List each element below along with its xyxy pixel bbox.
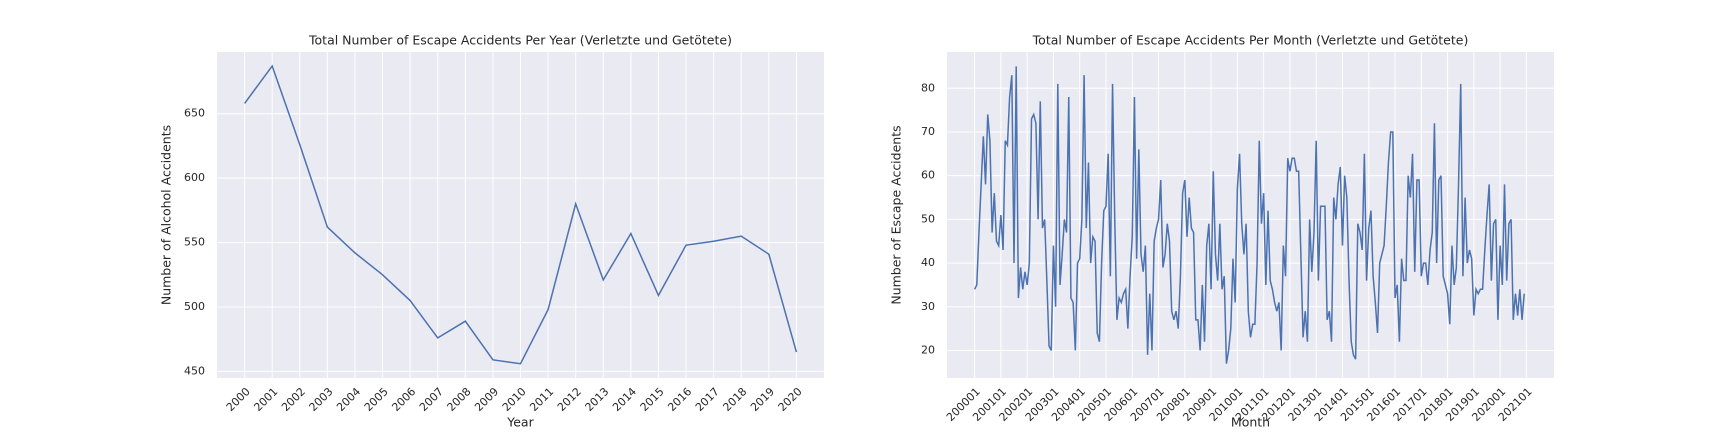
x-tick-label: 2005	[362, 385, 391, 414]
x-tick-label: 2008	[445, 385, 474, 414]
x-tick-label: 2004	[334, 385, 363, 414]
y-tick-label: 60	[921, 169, 935, 182]
x-tick-label: 2013	[583, 385, 612, 414]
y-tick-label: 70	[921, 125, 935, 138]
x-tick-label: 2014	[610, 385, 639, 414]
x-tick-label: 2009	[472, 385, 501, 414]
x-tick-label: 2012	[555, 385, 584, 414]
x-tick-label: 2016	[665, 385, 694, 414]
x-tick-label: 2017	[693, 385, 722, 414]
y-tick-label: 500	[184, 300, 205, 313]
chart-title: Total Number of Escape Accidents Per Mon…	[1032, 33, 1469, 48]
y-axis-label: Number of Escape Accidents	[889, 125, 904, 304]
x-tick-label: 2010	[500, 385, 529, 414]
data-line	[973, 66, 1525, 364]
x-tick-label: 2006	[389, 385, 418, 414]
y-tick-label: 650	[184, 107, 205, 120]
y-axis-label: Number of Alcohol Accidents	[159, 125, 174, 305]
y-tick-label: 50	[921, 212, 935, 225]
y-tick-label: 40	[921, 256, 935, 269]
data-line	[243, 64, 798, 365]
x-tick-label: 2020	[776, 385, 805, 414]
y-tick-label: 20	[921, 343, 935, 356]
x-tick-label: 2001	[251, 385, 280, 414]
x-tick-label: 2003	[307, 385, 336, 414]
y-tick-label: 600	[184, 171, 205, 184]
x-tick-label: 2018	[720, 385, 749, 414]
y-tick-label: 550	[184, 236, 205, 249]
y-tick-label: 30	[921, 300, 935, 313]
x-axis-label: Year	[506, 415, 534, 430]
chart-title: Total Number of Escape Accidents Per Yea…	[308, 33, 732, 48]
x-tick-label: 2015	[638, 385, 667, 414]
x-tick-label: 2000	[224, 385, 253, 414]
x-tick-label: 2019	[748, 385, 777, 414]
x-axis-label: Month	[1231, 415, 1270, 430]
x-tick-label: 2007	[417, 385, 446, 414]
y-tick-label: 450	[184, 364, 205, 377]
y-tick-label: 80	[921, 81, 935, 94]
x-tick-label: 2011	[527, 385, 556, 414]
x-tick-label: 2002	[279, 385, 308, 414]
